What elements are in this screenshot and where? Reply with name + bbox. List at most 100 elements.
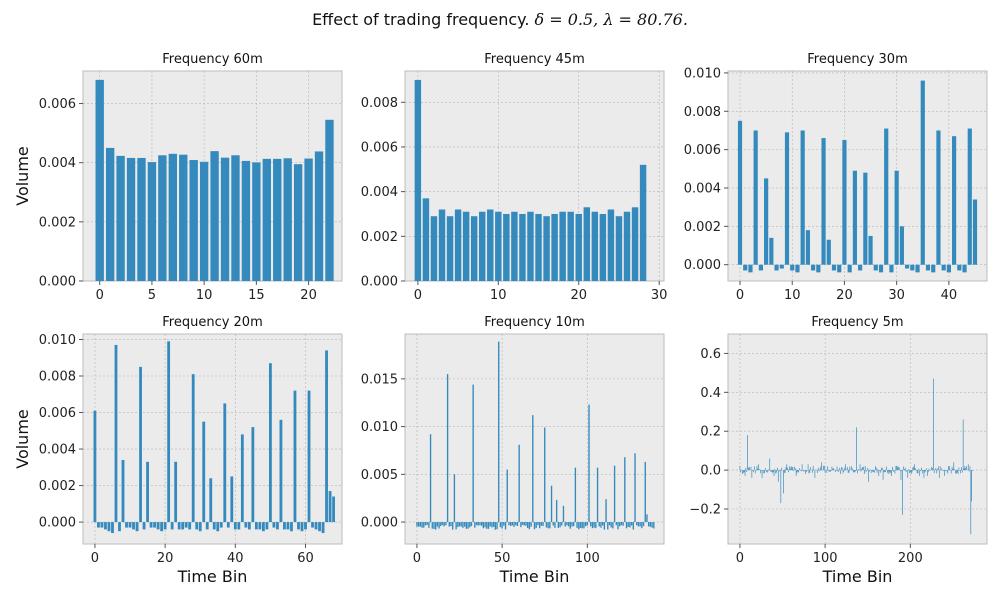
bar (784, 132, 790, 265)
bar (220, 157, 230, 281)
bar (832, 468, 834, 471)
bar (893, 470, 895, 471)
bar (561, 522, 563, 526)
bar (632, 522, 635, 530)
bar (889, 470, 891, 474)
bar (567, 211, 574, 281)
bar (747, 435, 748, 471)
bar (567, 522, 570, 527)
bar (431, 522, 433, 529)
bar (878, 264, 884, 273)
bar (135, 522, 139, 532)
bar (511, 211, 518, 281)
bar (795, 470, 797, 476)
bar (804, 470, 806, 471)
bar (318, 522, 321, 532)
bar (163, 522, 167, 530)
bar (938, 470, 940, 478)
bar (584, 522, 587, 527)
bar (503, 213, 510, 281)
bar (903, 466, 904, 471)
figure-title: Effect of trading frequency. δ = 0.5, λ … (0, 10, 1000, 29)
bar (304, 158, 313, 281)
bar (293, 390, 297, 523)
bar (943, 470, 944, 472)
bar (445, 522, 447, 526)
bar (581, 522, 583, 529)
bar (189, 160, 198, 281)
bar (805, 470, 806, 474)
bar (776, 470, 777, 473)
x-tick-label: 0 (96, 288, 104, 303)
bar (912, 467, 914, 471)
bar (297, 522, 300, 530)
bar (854, 470, 856, 473)
bar (967, 469, 968, 471)
bar (479, 522, 481, 526)
bar (325, 119, 334, 281)
bar (891, 470, 892, 476)
bar (651, 522, 653, 528)
bar (491, 522, 493, 528)
bar (962, 264, 967, 273)
bar (758, 464, 760, 471)
bar (610, 522, 612, 528)
bar (489, 522, 491, 527)
bar (223, 403, 227, 523)
bar (647, 522, 650, 527)
bar (515, 522, 517, 526)
x-tick-label: 40 (941, 288, 958, 303)
bar (642, 522, 645, 527)
bar (784, 470, 786, 474)
bar (118, 522, 121, 532)
bar (564, 522, 566, 527)
bar (494, 522, 496, 530)
bar (869, 469, 871, 471)
bar (941, 264, 946, 271)
bar (637, 522, 640, 527)
bar (168, 153, 177, 281)
bar (766, 470, 768, 473)
bar (911, 470, 913, 473)
bar (462, 522, 464, 528)
bar (307, 390, 311, 523)
bar (771, 470, 772, 472)
bar (831, 466, 833, 471)
bar (511, 522, 514, 526)
bar (446, 374, 449, 523)
bar (472, 384, 474, 523)
bar (863, 172, 868, 265)
y-tick-label: 0.015 (361, 372, 398, 387)
bar (532, 415, 534, 523)
bar (867, 467, 869, 471)
bar (573, 522, 575, 527)
bar (972, 470, 973, 472)
bar (843, 470, 845, 472)
bar (743, 264, 748, 271)
x-tick-label: 20 (836, 288, 853, 303)
bar (304, 522, 307, 530)
bar (896, 465, 898, 471)
bar (949, 466, 950, 471)
bar (895, 466, 897, 471)
bar (794, 466, 795, 471)
bar (455, 522, 457, 530)
bar (761, 470, 763, 478)
bar (469, 522, 471, 528)
bar (209, 478, 213, 523)
subplot-6: 0 100 200 −0.2 0.0 0.2 0.4 0.6 Frequency 5m Time … (689, 315, 988, 586)
y-tick-label: 0.6 (700, 347, 721, 362)
bar (785, 467, 787, 471)
bar (863, 470, 865, 474)
bar (501, 522, 503, 529)
bar (936, 470, 938, 474)
y-tick-label: 0.2 (700, 425, 721, 440)
bar (608, 522, 611, 526)
bar (195, 522, 199, 530)
bar (100, 522, 104, 528)
bar (969, 466, 971, 471)
bar (797, 470, 799, 472)
y-tick-label: 0.004 (39, 156, 76, 171)
bar (887, 470, 889, 474)
bar (886, 470, 888, 473)
